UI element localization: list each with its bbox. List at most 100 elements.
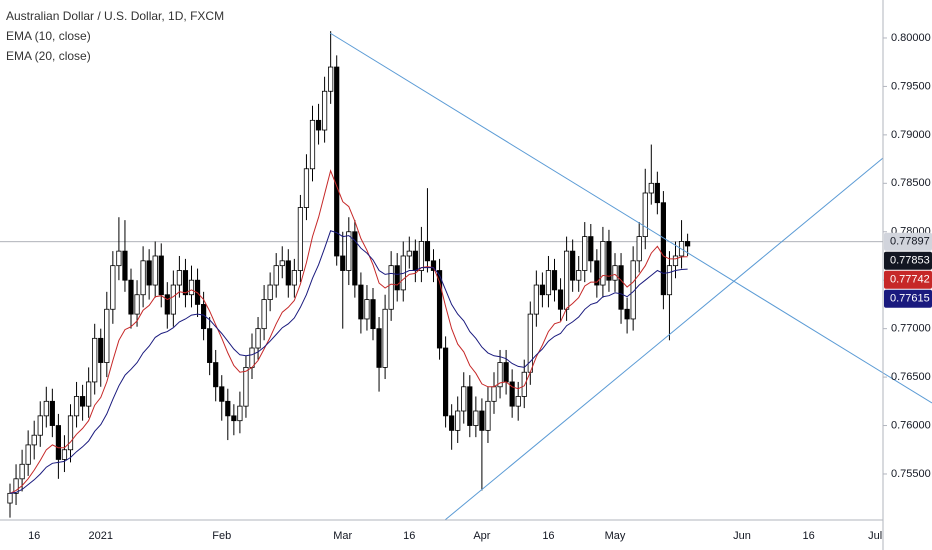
y-tick-label: 0.76000	[891, 419, 931, 431]
candle-body	[666, 265, 673, 296]
candle-body	[25, 444, 31, 465]
candle-body	[461, 386, 467, 412]
candle-body	[7, 492, 13, 504]
candle-body	[418, 241, 425, 271]
candle-body	[297, 207, 304, 271]
candle-body	[503, 362, 509, 383]
candle-body	[92, 337, 98, 383]
candle-body	[424, 241, 431, 262]
candle-body	[394, 265, 400, 291]
candle-body	[624, 308, 630, 320]
candle-body	[606, 241, 612, 281]
candle-body	[352, 231, 358, 286]
candle-body	[285, 260, 291, 286]
y-tick-label: 0.80000	[891, 32, 931, 44]
candle-body	[98, 337, 104, 363]
candle-body	[188, 279, 195, 296]
candle-body	[334, 66, 340, 257]
candle-body	[600, 241, 606, 286]
candle-body	[176, 270, 182, 286]
candle-body	[237, 405, 243, 422]
price-label: 0.77853	[890, 255, 930, 267]
candle-body	[685, 241, 691, 247]
candle-body	[588, 236, 594, 262]
candle-body	[219, 386, 225, 402]
price-label-box	[884, 251, 932, 270]
x-tick-label: Jul	[868, 530, 882, 542]
candle-body	[225, 400, 231, 417]
candle-body	[255, 328, 261, 349]
candle-body	[491, 386, 497, 402]
candle-body	[660, 202, 667, 296]
candle-body	[37, 415, 43, 436]
candle-body	[140, 260, 146, 296]
candle-body	[358, 284, 364, 320]
candle-body	[533, 284, 539, 315]
candle-body	[110, 265, 116, 310]
trend-line	[444, 157, 884, 521]
candle-body	[104, 308, 110, 363]
candle-body	[654, 182, 660, 204]
ema-line	[9, 230, 688, 494]
candle-body	[279, 260, 285, 267]
price-label: 0.77615	[890, 293, 930, 305]
candle-body	[388, 265, 394, 310]
candle-body	[261, 299, 267, 330]
candle-body	[539, 284, 546, 296]
candle-body	[509, 381, 515, 407]
candle-body	[370, 299, 376, 330]
candle-body	[376, 328, 382, 368]
candle-body	[158, 255, 164, 296]
candle-body	[436, 270, 443, 349]
price-label-box	[884, 270, 932, 289]
candle-body	[86, 381, 92, 407]
candle-body	[412, 250, 418, 271]
candle-body	[134, 294, 140, 315]
candle-body	[672, 255, 679, 267]
candle-body	[430, 260, 437, 271]
x-tick-label: 16	[802, 530, 814, 542]
candle-body	[557, 289, 564, 310]
x-tick-label: Apr	[473, 530, 490, 542]
candle-body	[328, 66, 334, 92]
candle-body	[315, 119, 322, 131]
candle-body	[346, 231, 352, 271]
y-tick-label: 0.79500	[891, 80, 931, 92]
candle-body	[273, 265, 279, 286]
x-tick-label: Jun	[733, 530, 751, 542]
candle-body	[618, 265, 624, 310]
candle-body	[73, 396, 80, 417]
candle-body	[473, 410, 479, 426]
candle-body	[449, 415, 455, 431]
price-label: 0.77897	[890, 236, 930, 248]
candle-body	[267, 284, 273, 300]
candle-body	[170, 284, 176, 315]
candle-body	[207, 328, 213, 363]
x-tick-label: 16	[403, 530, 415, 542]
x-tick-label: 16	[28, 530, 40, 542]
candle-body	[636, 236, 642, 262]
x-tick-label: 16	[542, 530, 554, 542]
candle-body	[467, 386, 473, 426]
price-label-box	[884, 232, 932, 251]
candle-body	[576, 270, 582, 281]
candle-body	[642, 192, 648, 238]
candle-body	[321, 90, 328, 131]
candle-body	[61, 449, 68, 460]
candle-body	[309, 119, 316, 170]
ema-line	[9, 169, 688, 494]
candle-body	[152, 255, 158, 286]
candle-body	[545, 270, 552, 296]
candle-body	[612, 265, 618, 281]
candle-body	[364, 299, 370, 320]
candle-body	[31, 434, 37, 446]
candle-body	[49, 400, 55, 426]
candle-body	[80, 396, 86, 407]
candle-body	[303, 168, 310, 208]
y-tick-label: 0.79000	[891, 129, 931, 141]
candle-body	[13, 478, 19, 494]
candle-body	[164, 294, 170, 315]
chart-title: Australian Dollar / U.S. Dollar, 1D, FXC…	[6, 9, 224, 23]
candle-body	[249, 347, 255, 368]
